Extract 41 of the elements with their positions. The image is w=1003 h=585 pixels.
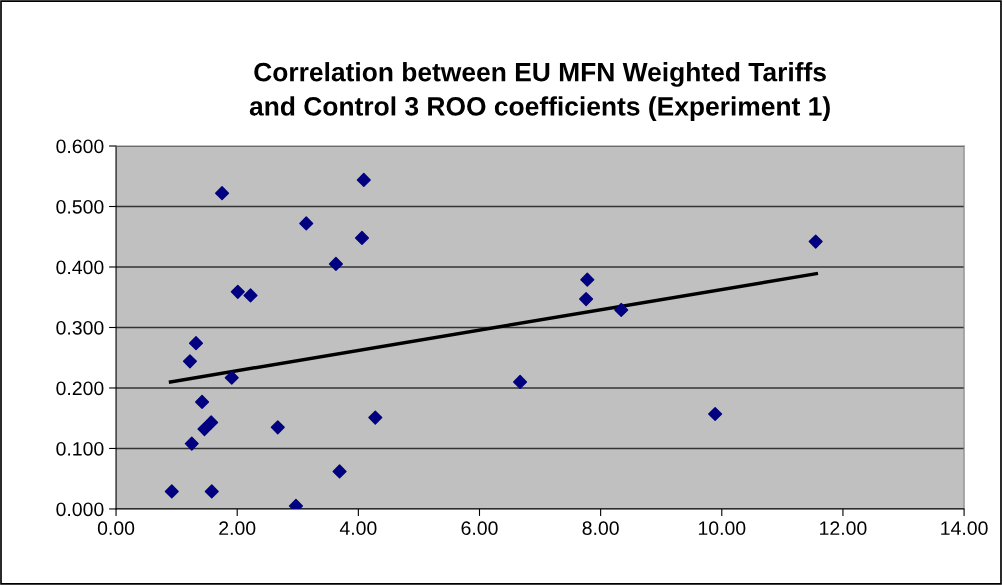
point (197, 422, 212, 437)
point (299, 216, 314, 231)
point (195, 394, 210, 409)
point (808, 234, 823, 249)
y-tick-label: 0.200 (56, 381, 104, 396)
point (214, 186, 230, 201)
point (188, 336, 204, 351)
point (708, 406, 723, 422)
y-tick-label: 0.300 (56, 320, 104, 335)
point (368, 410, 383, 425)
point (354, 230, 370, 246)
y-tick-label: 0.600 (56, 139, 104, 154)
x-tick-label: 10.00 (698, 521, 746, 536)
y-tick-label: 0.500 (56, 199, 104, 214)
point (513, 374, 528, 389)
y-tick-label: 0.100 (56, 441, 104, 456)
point (204, 484, 219, 499)
point (332, 464, 347, 479)
x-tick-label: 4.00 (339, 521, 377, 536)
chart-title: Correlation between EU MFN Weighted Tariffs and Control 3 ROO coefficients (Experiment 1) (249, 62, 830, 121)
point (243, 288, 258, 303)
point (224, 370, 239, 385)
point (184, 436, 199, 451)
y-tick-label: 0.400 (56, 260, 104, 275)
point (182, 354, 198, 369)
point (270, 420, 285, 435)
x-tick-label: 0.00 (97, 521, 135, 536)
point (328, 256, 343, 272)
point (230, 284, 245, 299)
x-tick-label: 6.00 (461, 521, 498, 536)
x-tick-label: 8.00 (582, 521, 619, 536)
point (356, 172, 371, 187)
y-tick-label: 0.000 (56, 502, 104, 517)
point (164, 484, 179, 499)
point (580, 272, 595, 287)
x-tick-label: 12.00 (820, 521, 867, 536)
point (579, 291, 594, 307)
point (204, 415, 219, 430)
x-tick-label: 14.00 (941, 521, 988, 536)
point (614, 302, 629, 318)
x-tick-label: 2.00 (219, 521, 256, 536)
